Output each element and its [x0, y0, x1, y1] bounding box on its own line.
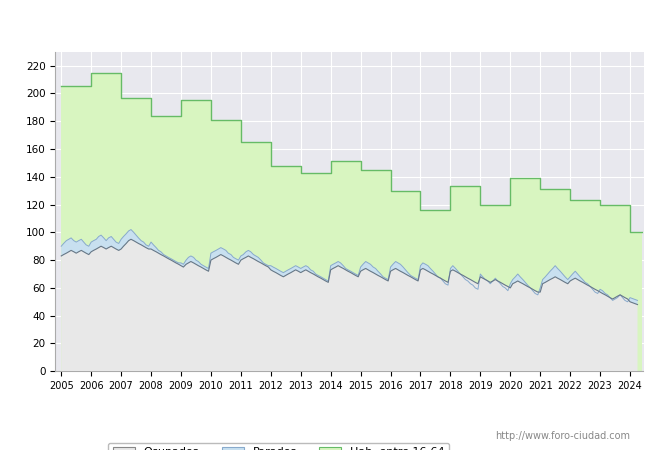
Legend: Ocupados, Parados, Hab. entre 16-64: Ocupados, Parados, Hab. entre 16-64 — [109, 443, 449, 450]
Text: http://www.foro-ciudad.com: http://www.foro-ciudad.com — [495, 431, 630, 441]
Text: Becilla de Valderaduey - Evolucion de la poblacion en edad de Trabajar Mayo de 2: Becilla de Valderaduey - Evolucion de la… — [81, 18, 569, 29]
